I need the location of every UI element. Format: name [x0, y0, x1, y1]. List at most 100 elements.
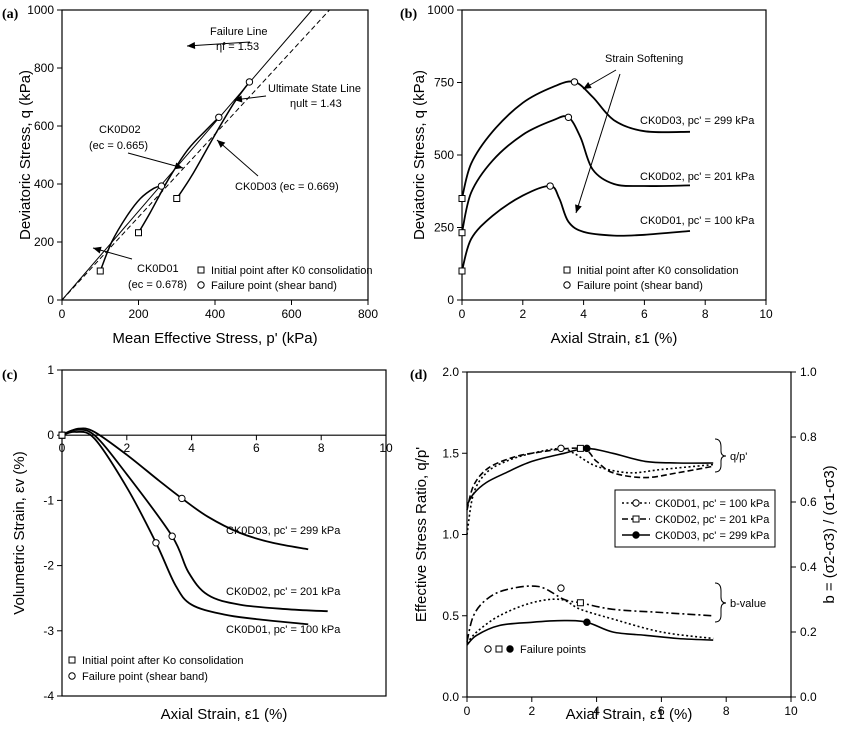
failure-point — [546, 182, 554, 190]
failure-point — [583, 618, 591, 626]
y-tick-label: 200 — [34, 235, 54, 249]
plot-frame — [61, 369, 387, 697]
initial-point — [96, 267, 104, 275]
reference-line — [61, 9, 313, 301]
annotation-arrow-head — [93, 246, 102, 254]
annotation: CK0D03, pc' = 299 kPa — [226, 525, 341, 537]
annotation: q/p' — [730, 451, 747, 463]
x-tick-label: 800 — [358, 307, 378, 321]
x-tick-label: 0 — [464, 704, 471, 718]
y-tick-label: 750 — [434, 76, 454, 90]
failure-point — [245, 78, 254, 86]
annotation-arrow — [127, 152, 184, 169]
x-tick-label: 4 — [593, 704, 600, 718]
legend-marker-circle — [563, 281, 571, 289]
initial-point — [173, 195, 181, 202]
y2-tick-label: 0.8 — [800, 430, 817, 444]
y-tick-label: 0 — [447, 293, 454, 307]
legend-marker — [632, 531, 640, 539]
annotation-arrow-head — [217, 140, 226, 148]
annotation: ηf = 1.53 — [216, 41, 259, 53]
x-tick-label: 10 — [379, 441, 393, 455]
x-tick-label: 2 — [123, 441, 130, 455]
y-tick-label: 400 — [34, 177, 54, 191]
annotation: CK0D03, pc' = 299 kPa — [640, 115, 755, 127]
x-tick-label: 8 — [723, 704, 730, 718]
legend-marker-square — [563, 266, 571, 274]
annotation-arrow-head — [234, 95, 243, 103]
panel-label: (a) — [2, 7, 19, 22]
annotation: CK0D03 (ec = 0.669) — [235, 181, 339, 193]
legend-marker-square — [197, 266, 205, 274]
panel-label: (d) — [410, 368, 427, 383]
x-tick-label: 2 — [519, 307, 526, 321]
x-tick-label: 6 — [641, 307, 648, 321]
annotation: Failure points — [520, 644, 587, 656]
annotation-arrow — [216, 139, 259, 177]
series-line — [466, 598, 714, 644]
y-tick-label: -2 — [43, 559, 54, 573]
annotation: Failure Line — [210, 26, 267, 38]
y2-axis-label: b = (σ2-σ3) / (σ1-σ3) — [821, 465, 838, 603]
legend-label: Failure point (shear band) — [211, 280, 337, 292]
legend-label: CK0D01, pc' = 100 kPa — [655, 498, 770, 510]
x-tick-label: 0 — [59, 441, 66, 455]
failure-point — [178, 494, 186, 503]
brace — [714, 582, 727, 623]
y-tick-label: -1 — [43, 493, 54, 507]
legend-label: CK0D03, pc' = 299 kPa — [655, 530, 770, 542]
plot-frame — [61, 9, 369, 301]
y2-tick-label: 1.0 — [800, 365, 817, 379]
x-tick-label: 8 — [702, 307, 709, 321]
x-tick-label: 4 — [580, 307, 587, 321]
x-tick-label: 600 — [281, 307, 301, 321]
x-tick-label: 0 — [459, 307, 466, 321]
x-tick-label: 10 — [759, 307, 773, 321]
y-tick-label: 600 — [34, 119, 54, 133]
x-axis-label: Axial Strain, ε1 (%) — [551, 330, 678, 347]
y-tick-label: 1 — [47, 363, 54, 377]
annotation: Ultimate State Line — [268, 83, 361, 95]
initial-point — [458, 195, 466, 202]
series-line — [61, 427, 309, 551]
failure-point — [557, 444, 565, 453]
y2-tick-label: 0.4 — [800, 560, 817, 574]
failure-point — [583, 444, 591, 453]
y2-tick-label: 0.6 — [800, 495, 817, 509]
x-axis-label: Axial Strain, ε1 (%) — [566, 706, 693, 723]
legend-label: Initial point after Ko consolidation — [82, 655, 243, 667]
y-axis-label: Deviatoric Stress, q (kPa) — [411, 70, 428, 240]
failure-point — [557, 584, 565, 592]
annotation: CK0D01 — [137, 263, 179, 275]
reference-line — [61, 9, 330, 301]
y-axis-label: Deviatoric Stress, q (kPa) — [17, 70, 34, 240]
legend-marker-square — [68, 656, 76, 664]
annotation: b-value — [730, 598, 766, 610]
initial-point — [458, 267, 466, 275]
legend-label: Initial point after K0 consolidation — [211, 265, 372, 277]
failure-point — [215, 113, 223, 122]
y-tick-label: 500 — [434, 148, 454, 162]
series-line — [461, 80, 691, 199]
legend-label: CK0D02, pc' = 201 kPa — [655, 514, 770, 526]
legend-marker-circle — [484, 645, 492, 653]
annotation: CK0D01, pc' = 100 kPa — [640, 215, 755, 227]
annotation-arrow-head — [575, 204, 582, 213]
failure-point — [564, 113, 573, 122]
legend-label: Failure point (shear band) — [82, 671, 208, 683]
x-tick-label: 2 — [528, 704, 535, 718]
x-tick-label: 4 — [188, 441, 195, 455]
y-tick-label: -4 — [43, 689, 54, 703]
x-tick-label: 0 — [59, 307, 66, 321]
brace — [714, 438, 727, 473]
legend-marker-circle — [68, 672, 76, 680]
y2-tick-label: 0.2 — [800, 625, 817, 639]
y-axis-label: Volumetric Strain, εv (%) — [11, 451, 28, 614]
annotation-arrow-head — [583, 81, 592, 89]
failure-point — [570, 78, 579, 86]
failure-point — [576, 599, 584, 607]
initial-point — [458, 229, 466, 237]
y2-tick-label: 0.0 — [800, 690, 817, 704]
y-tick-label: 0 — [47, 428, 54, 442]
